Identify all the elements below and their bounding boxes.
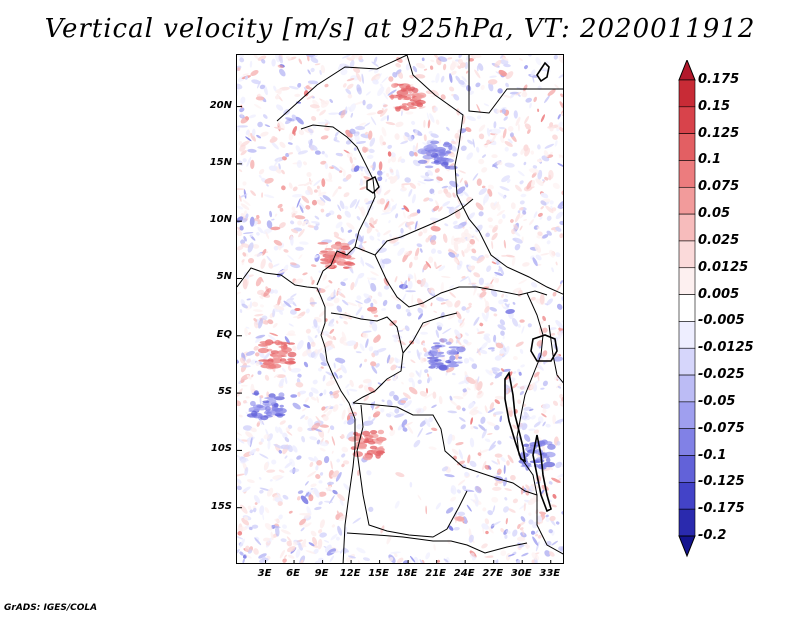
colorbar-bin <box>678 186 696 215</box>
colorbar-tick-label: 0.075 <box>698 179 740 195</box>
colorbar-bin <box>678 455 696 483</box>
colorbar-bin <box>678 160 696 188</box>
colorbar-tick-label: -0.2 <box>698 528 727 543</box>
colorbar-tick-label: 0.125 <box>698 125 740 141</box>
latitude-tick-label: 5S <box>217 386 232 398</box>
colorbar-tick-label: -0.1 <box>698 447 727 463</box>
border-drc-west <box>402 312 458 354</box>
latitude-tick-label: 10N <box>209 214 232 226</box>
colorbar-tick-label: -0.05 <box>698 393 736 409</box>
velocity-field <box>237 55 563 563</box>
longitude-tick-label: 18E <box>396 568 418 579</box>
map-title: Vertical velocity [m/s] at 925hPa, VT: 2… <box>44 14 756 44</box>
border-car <box>354 198 474 256</box>
colorbar-tick-label: -0.075 <box>698 420 745 436</box>
lake-chad <box>366 176 380 194</box>
nile-coast <box>536 61 550 83</box>
border-egypt-sudan <box>468 55 563 114</box>
longitude-tick-label: 27E <box>482 568 504 579</box>
colorbar-tick-label: 0.15 <box>698 98 731 114</box>
colorbar-bin <box>678 106 696 134</box>
colorbar <box>678 60 696 558</box>
latitude-tick-label: 10S <box>210 443 232 455</box>
border-east-africa <box>516 292 563 555</box>
colorbar-tick-label: 0.175 <box>698 72 740 87</box>
colorbar-bin <box>678 482 696 510</box>
border-namibia <box>346 532 528 554</box>
lake-malawi <box>532 434 552 513</box>
colorbar-tick-label: 0.005 <box>698 286 740 302</box>
colorbar-tick-label: -0.005 <box>698 313 745 329</box>
longitude-tick-label: 15E <box>368 568 389 579</box>
colorbar-bin <box>678 347 696 376</box>
colorbar-tick-label: 0.05 <box>698 206 731 222</box>
colorbar-bin <box>678 401 696 430</box>
velocity-field-map <box>237 55 563 563</box>
colorbar-bin <box>678 428 696 456</box>
colorbar-bin <box>678 79 696 108</box>
colorbar-bin <box>678 240 696 269</box>
colorbar-tick-label: -0.175 <box>698 501 745 517</box>
colorbar-tick-label: 0.0125 <box>698 259 749 275</box>
latitude-tick-label: 5N <box>216 271 232 283</box>
colorbar-tick-label: 0.025 <box>698 232 740 248</box>
lake-victoria <box>530 334 558 362</box>
longitude-tick-label: 33E <box>539 568 561 579</box>
country-borders <box>237 55 563 563</box>
colorbar-bin <box>678 213 696 242</box>
colorbar-tick-label: 0.1 <box>698 152 722 168</box>
border-car-south <box>374 254 548 308</box>
border-drc-angola <box>352 402 538 496</box>
coastline-west <box>237 267 356 563</box>
colorbar-bin <box>678 321 696 349</box>
latitude-tick-label: 20N <box>209 99 232 111</box>
colorbar-tick-label: -0.025 <box>698 367 745 383</box>
colorbar-bin <box>678 133 696 161</box>
longitude-tick-label: 24E <box>453 568 475 579</box>
latitude-tick-label: 15S <box>210 500 232 512</box>
colorbar-min-triangle <box>678 535 696 558</box>
map-panel <box>236 54 564 564</box>
longitude-tick-label: 9E <box>314 568 329 579</box>
border-nigeria-cameroon <box>300 124 376 286</box>
axis-ticks <box>237 106 552 563</box>
latitude-tick-label: 15N <box>209 156 232 168</box>
colorbar-bin <box>678 294 696 322</box>
lake-tanganyika <box>504 370 527 463</box>
longitude-tick-label: 12E <box>339 568 361 579</box>
longitude-tick-label: 21E <box>425 568 447 579</box>
colorbar-max-triangle <box>678 60 696 81</box>
border-angola-zambia <box>356 404 468 538</box>
border-kenya <box>548 324 563 384</box>
longitude-tick-label: 3E <box>257 568 272 579</box>
longitude-tick-label: 30E <box>510 568 532 579</box>
longitude-tick-label: 6E <box>286 568 300 579</box>
border-libya-chad <box>276 55 408 122</box>
colorbar-tick-label: -0.125 <box>698 474 745 490</box>
colorbar-bin <box>678 374 696 403</box>
credit-text: GrADS: IGES/COLA <box>4 603 98 613</box>
colorbar-tick-label: -0.0125 <box>698 340 754 356</box>
latitude-tick-label: EQ <box>216 328 232 340</box>
border-congo <box>330 312 404 404</box>
colorbar-bin <box>678 508 696 537</box>
colorbar-bin <box>678 267 696 295</box>
